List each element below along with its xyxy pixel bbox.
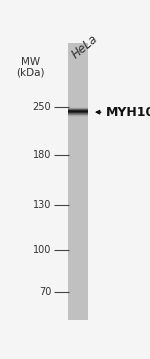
Text: 70: 70: [39, 287, 51, 297]
Text: 250: 250: [33, 102, 51, 112]
Text: 100: 100: [33, 246, 51, 255]
Text: MW: MW: [21, 57, 40, 67]
Bar: [68, 108, 88, 109]
Bar: [68, 106, 88, 107]
Bar: [68, 110, 88, 111]
Bar: [68, 112, 88, 113]
Bar: [68, 115, 88, 116]
Bar: [68, 113, 88, 114]
Bar: [68, 117, 88, 118]
Bar: [68, 111, 88, 112]
Text: 180: 180: [33, 150, 51, 160]
Bar: [68, 106, 88, 107]
Bar: [68, 113, 88, 114]
Bar: [68, 114, 88, 115]
Bar: [68, 107, 88, 108]
Bar: [68, 116, 88, 117]
Bar: [68, 111, 88, 112]
Bar: [68, 116, 88, 117]
Bar: [68, 105, 88, 106]
Text: (kDa): (kDa): [16, 67, 45, 77]
Text: 130: 130: [33, 200, 51, 210]
Bar: [68, 110, 88, 111]
Bar: [68, 109, 88, 110]
Bar: [68, 108, 88, 109]
Bar: [68, 105, 88, 106]
Bar: [68, 118, 88, 119]
Bar: [68, 115, 88, 116]
Text: HeLa: HeLa: [70, 32, 101, 61]
Text: MYH10: MYH10: [106, 106, 150, 119]
Bar: [68, 43, 88, 320]
